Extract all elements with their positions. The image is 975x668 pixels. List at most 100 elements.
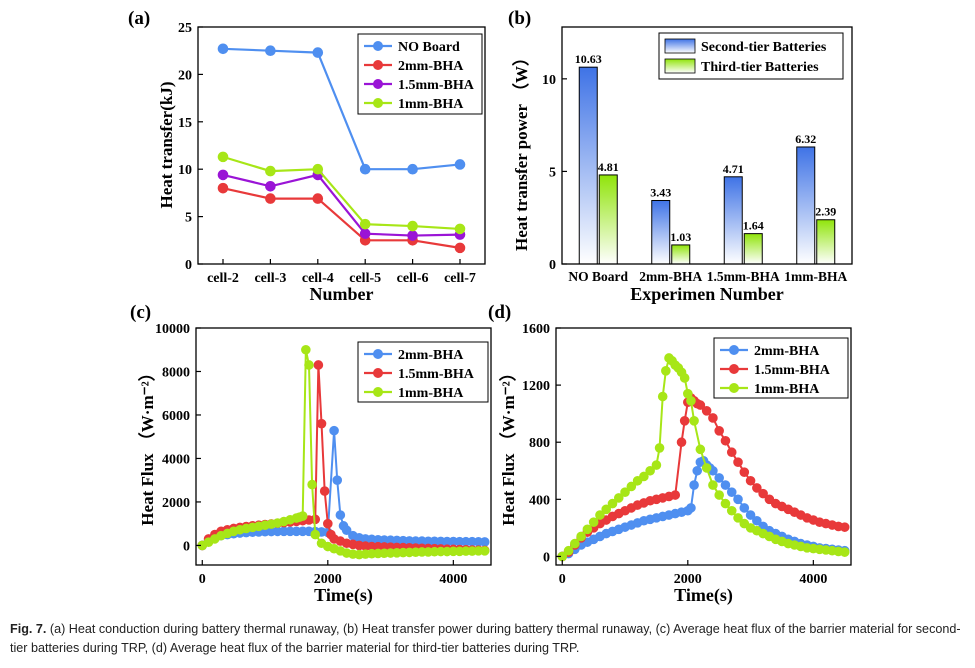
panel-b-y-tick-label: 5 — [549, 165, 556, 180]
panel-b-panel-label: (b) — [508, 8, 531, 29]
panel-d-y-axis-label: Heat Flux （W·m⁻²） — [498, 364, 518, 525]
panel-b-axes-frame — [561, 26, 853, 265]
panel-b-x-tick-label: 1mm-BHA — [784, 269, 847, 284]
panel-a-data-point — [359, 228, 371, 239]
panel-d-legend-entry: 1mm-BHA — [754, 382, 820, 397]
panel-a-legend-marker — [373, 79, 383, 89]
panel-a-data-point — [359, 163, 371, 175]
panel-a-legend-entry: 1.5mm-BHA — [398, 78, 475, 93]
panel-d-data-point — [726, 447, 737, 458]
panel-d-data-point — [739, 503, 750, 513]
panel-a: (a) 0 5 10 15 20 25 cell-2 cell-3 cell-4 cell-5 cel… — [128, 8, 486, 304]
panel-d-data-point — [720, 435, 731, 446]
panel-b-bar-value-label: 1.64 — [743, 219, 764, 233]
panel-a-legend-entry: 2mm-BHA — [398, 59, 464, 74]
panel-c-data-point — [335, 510, 346, 520]
panel-c-x-tick-label: 2000 — [314, 572, 342, 587]
panel-c-axes-frame — [195, 327, 492, 566]
panel-a-y-tick-label: 20 — [178, 68, 192, 83]
panel-d-data-point — [626, 481, 637, 492]
panel-d-data-point — [714, 473, 724, 483]
panel-c-y-axis-label: Heat Flux （W·m⁻²） — [137, 364, 157, 525]
panel-a-x-tick-label: cell-3 — [254, 271, 286, 286]
panel-d-data-point — [588, 517, 599, 527]
panel-c-data-point — [332, 475, 343, 486]
panel-a-data-point — [217, 43, 229, 55]
panel-c-y-tick-label: 8000 — [162, 365, 190, 380]
panel-c-legend-entry: 1mm-BHA — [398, 386, 464, 401]
panel-b-x-tick-label: 2mm-BHA — [639, 269, 702, 284]
panel-c-data-point — [313, 360, 324, 370]
panel-b-bar-value-label: 2.39 — [815, 205, 836, 219]
panel-b-x-axis-label: Experimen Number — [630, 284, 783, 304]
panel-b-bar-value-label: 1.03 — [670, 230, 691, 244]
panel-d-data-point — [733, 494, 743, 505]
panel-d-axes-frame — [555, 327, 852, 566]
panel-b-x-tick-label: 1.5mm-BHA — [707, 269, 780, 284]
panel-d-data-point — [645, 465, 655, 476]
panel-d-data-point — [613, 493, 624, 503]
panel-d-legend-marker — [729, 364, 739, 374]
panel-d-y-tick-label: 1600 — [522, 322, 550, 337]
panel-a-x-tick-label: cell-2 — [207, 271, 239, 286]
panel-d-data-point — [745, 475, 756, 486]
panel-d-data-point — [839, 522, 850, 532]
panel-d-legend-marker — [729, 345, 739, 355]
panel-d-data-point — [651, 460, 662, 470]
panel-b-bar — [723, 176, 743, 265]
panel-a-legend-marker — [373, 98, 383, 108]
panel-d-legend-entry: 2mm-BHA — [754, 344, 820, 359]
panel-b-bar — [598, 174, 618, 265]
panel-c-data-point — [307, 479, 317, 490]
panel-d-data-point — [676, 437, 687, 448]
panel-c-x-axis-label: Time(s) — [314, 585, 373, 606]
panel-d-data-point — [657, 391, 668, 402]
panel-d-data-point — [670, 490, 681, 500]
panel-c-y-tick-label: 2000 — [162, 496, 190, 511]
panel-d-data-point — [701, 463, 712, 473]
panel-a-data-point — [312, 163, 324, 175]
panel-d-data-point — [595, 510, 605, 520]
panel-d-data-point — [714, 490, 724, 500]
panel-b-bar-value-label: 10.63 — [575, 52, 602, 66]
panel-c-x-tick-label: 0 — [199, 572, 206, 587]
panel-d-panel-label: (d) — [488, 302, 511, 323]
panel-c-y-tick-label: 0 — [183, 539, 190, 554]
panel-b-y-axis-label: Heat transfer power （W） — [511, 49, 531, 251]
panel-c-y-tick-label: 4000 — [162, 452, 190, 467]
panel-c-data-point — [310, 529, 321, 540]
panel-d-x-axis-label: Time(s) — [674, 585, 733, 606]
panel-b-bar-value-label: 4.81 — [598, 160, 619, 174]
panel-b-bar — [651, 199, 671, 265]
caption-label: Fig. 7. — [10, 622, 47, 636]
panel-d-data-point — [695, 444, 706, 455]
panel-b-bar-value-label: 3.43 — [650, 185, 671, 199]
panel-b-bar-value-label: 4.71 — [723, 162, 744, 176]
panel-b-y-tick-label: 10 — [542, 73, 556, 88]
panel-d-data-point — [601, 504, 612, 515]
panel-a-data-point — [407, 220, 418, 232]
panel-d-data-point — [758, 488, 768, 499]
panel-d-legend-entry: 1.5mm-BHA — [754, 363, 831, 378]
panel-a-series-line — [222, 173, 461, 237]
panel-a-series-line — [222, 155, 461, 231]
panel-d-data-point — [620, 487, 630, 497]
panel-d-data-point — [839, 547, 850, 557]
panel-c-panel-label: (c) — [130, 302, 151, 323]
panel-a-data-point — [217, 169, 229, 181]
panel-d-data-point — [686, 396, 696, 406]
panel-d-data-point — [708, 480, 718, 490]
panel-a-y-tick-label: 25 — [178, 21, 192, 36]
panel-a-data-point — [454, 223, 466, 235]
panel-a-legend-marker — [373, 41, 383, 51]
panel-c-x-tick-label: 4000 — [439, 572, 467, 587]
panel-d-y-tick-label: 400 — [529, 493, 550, 508]
panel-b-bar — [796, 146, 816, 265]
panel-d-data-point — [570, 538, 580, 549]
panel-d-data-point — [701, 406, 712, 416]
panel-a-legend-entry: 1mm-BHA — [398, 97, 464, 112]
panel-a-data-point — [217, 151, 229, 163]
panel-a-data-point — [312, 193, 324, 204]
panel-a-data-point — [407, 230, 418, 241]
panel-c-legend-marker — [373, 368, 383, 378]
